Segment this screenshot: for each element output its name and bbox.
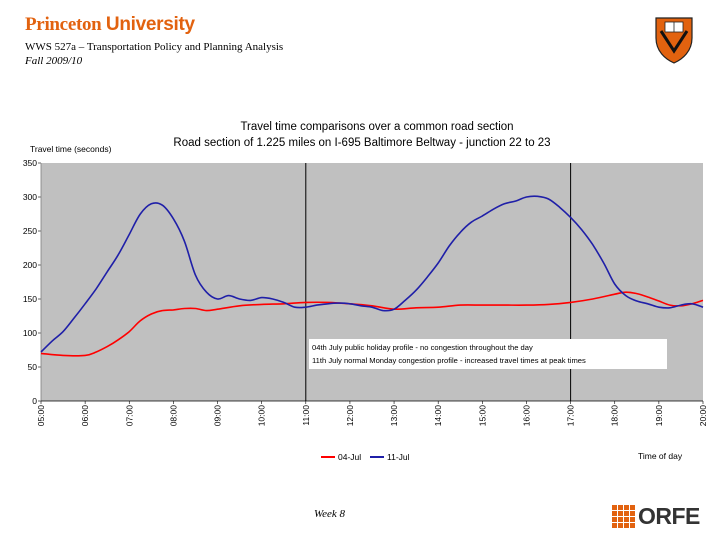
y-tick-label: 350 [23, 158, 37, 168]
annotation-background [309, 339, 667, 369]
x-tick-label: 10:00 [257, 405, 267, 427]
x-tick-label: 12:00 [345, 405, 355, 427]
y-tick-label: 300 [23, 192, 37, 202]
x-tick-label: 11:00 [301, 405, 311, 426]
y-tick-label: 200 [23, 260, 37, 270]
chart-subtitle: Road section of 1.225 miles on I-695 Bal… [173, 137, 550, 149]
y-tick-label: 50 [28, 362, 38, 372]
y-tick-label: 150 [23, 294, 37, 304]
week-label: Week 8 [314, 508, 346, 520]
orfe-logo: ORFE [612, 503, 700, 530]
x-tick-label: 06:00 [80, 405, 90, 427]
x-tick-label: 09:00 [213, 405, 223, 427]
logo-word-princeton: Princeton [25, 14, 102, 35]
x-tick-label: 20:00 [698, 405, 708, 427]
course-term: Fall 2009/10 [25, 55, 83, 67]
y-tick-label: 250 [23, 226, 37, 236]
annotation-box: 04th July public holiday profile - no co… [309, 339, 667, 369]
series-line-11-Jul [40, 195, 704, 353]
y-axis: 0 50 100 150 200 250 300 350 [23, 158, 42, 406]
y-tick-label: 0 [32, 396, 37, 406]
legend-label-04-Jul: 04-Jul [338, 452, 361, 462]
y-tick-label: 100 [23, 328, 37, 338]
x-tick-label: 14:00 [433, 405, 443, 427]
chart-title: Travel time comparisons over a common ro… [240, 121, 513, 133]
x-tick-label: 05:00 [36, 405, 46, 427]
annotation-line-1: 04th July public holiday profile - no co… [312, 343, 533, 352]
course-title: WWS 527a – Transportation Policy and Pla… [25, 41, 284, 53]
x-tick-label: 08:00 [168, 405, 178, 427]
x-tick-label: 13:00 [389, 405, 399, 427]
x-tick-label: 07:00 [124, 405, 134, 427]
series-lines [40, 195, 704, 357]
princeton-shield-icon [655, 17, 693, 64]
x-tick-label: 17:00 [566, 405, 576, 427]
legend-label-11-Jul: 11-Jul [387, 452, 410, 462]
x-axis: 05:00 06:00 07:00 08:00 09:00 10:00 11:00 12:00… [36, 400, 708, 427]
x-axis-label: Time of day [638, 451, 683, 461]
x-tick-label: 15:00 [477, 405, 487, 427]
y-axis-label: Travel time (seconds) [30, 144, 112, 154]
orfe-logo-text: ORFE [638, 503, 700, 529]
x-tick-label: 16:00 [521, 405, 531, 427]
chart-titles: Travel time comparisons over a common ro… [30, 121, 683, 461]
x-tick-label: 19:00 [654, 405, 664, 427]
x-tick-label: 18:00 [610, 405, 620, 427]
logo-word-university: University [105, 14, 195, 35]
princeton-logo: Princeton University [25, 14, 195, 36]
annotation-line-2: 11th July normal Monday congestion profi… [312, 356, 586, 365]
chart-legend: 04-Jul 11-Jul [321, 452, 410, 462]
orfe-logo-grid-icon [612, 505, 635, 528]
